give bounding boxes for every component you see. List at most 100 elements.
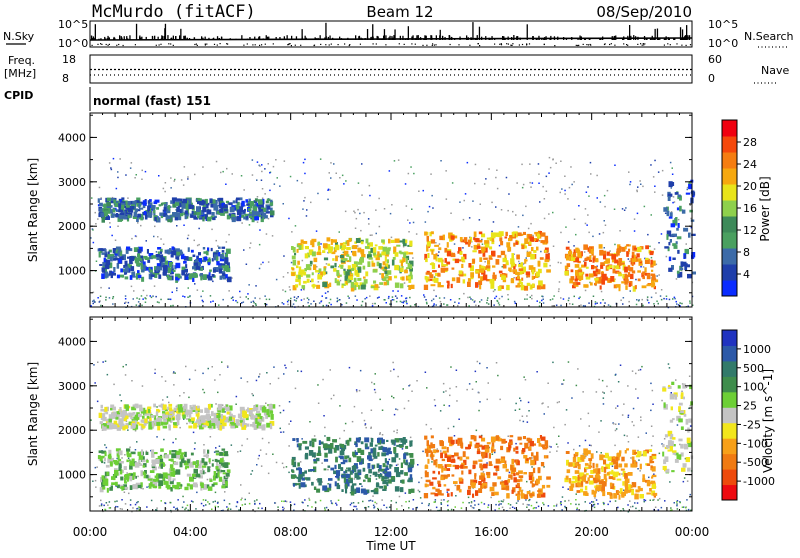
feature-pixel [245, 199, 248, 203]
nsearch-point [108, 45, 109, 46]
feature-pixel [316, 285, 320, 289]
scatter-pixel [286, 466, 288, 468]
feature-pixel [172, 414, 174, 417]
feature-pixel [218, 247, 221, 249]
scatter-pixel [400, 301, 402, 303]
ground-scatter-pixel [444, 297, 446, 299]
scatter-pixel [97, 401, 99, 403]
scatter-pixel [277, 177, 279, 179]
nsky-bar [481, 37, 482, 40]
feature-pixel [203, 251, 206, 254]
scatter-pixel [397, 429, 399, 431]
scatter-pixel [573, 245, 575, 247]
scatter-pixel [259, 165, 261, 167]
scatter-pixel [532, 235, 534, 237]
feature-pixel [148, 409, 150, 413]
ground-scatter-pixel [195, 508, 197, 510]
scatter-pixel [132, 507, 134, 509]
scatter-pixel [264, 193, 266, 195]
scatter-pixel [448, 428, 450, 430]
ground-scatter-pixel [685, 507, 687, 509]
scatter-pixel [99, 505, 101, 507]
feature-pixel [499, 237, 502, 241]
feature-pixel [619, 286, 621, 291]
feature-pixel [523, 232, 526, 235]
feature-pixel [645, 258, 649, 260]
scatter-pixel [449, 405, 451, 407]
feature-pixel [150, 470, 155, 473]
feature-pixel [115, 482, 118, 486]
nsearch-point [640, 43, 641, 44]
ground-scatter-pixel [596, 303, 598, 305]
scatter-pixel [677, 508, 679, 510]
scatter-pixel [308, 498, 310, 500]
scatter-pixel [463, 219, 465, 221]
scatter-pixel [214, 379, 216, 381]
feature-pixel [164, 207, 167, 211]
scatter-pixel [431, 461, 433, 463]
feature-pixel [371, 261, 373, 264]
feature-pixel [343, 258, 348, 261]
feature-pixel [532, 283, 535, 287]
feature-pixel [683, 228, 688, 232]
nsearch-point [623, 43, 624, 44]
ground-scatter-pixel [210, 301, 212, 303]
nsearch-point [360, 44, 361, 45]
scatter-pixel [485, 178, 487, 180]
nsearch-point [415, 44, 416, 45]
scatter-pixel [596, 451, 598, 453]
scatter-pixel [669, 481, 671, 483]
scatter-pixel [628, 171, 630, 173]
feature-pixel [359, 477, 361, 480]
feature-pixel [153, 404, 156, 408]
feature-pixel [209, 270, 212, 272]
feature-pixel [184, 404, 188, 409]
scatter-pixel [352, 421, 354, 423]
scatter-pixel [560, 161, 562, 163]
nsearch-point [252, 44, 253, 45]
scatter-pixel [647, 234, 649, 236]
feature-pixel [427, 236, 430, 242]
nsearch-point [510, 45, 511, 46]
feature-pixel [211, 423, 215, 426]
scatter-pixel [240, 484, 242, 486]
scatter-pixel [615, 374, 617, 376]
feature-pixel [195, 274, 198, 277]
feature-pixel [444, 248, 447, 253]
feature-pixel [427, 253, 429, 258]
scatter-pixel [600, 201, 602, 203]
feature-pixel [682, 210, 686, 214]
ground-scatter-pixel [337, 301, 339, 303]
feature-pixel [203, 274, 207, 280]
feature-pixel [334, 465, 336, 469]
feature-pixel [178, 274, 181, 279]
scatter-pixel [440, 301, 442, 303]
feature-pixel [621, 281, 625, 283]
ground-scatter-pixel [637, 502, 639, 504]
scatter-pixel [650, 410, 652, 412]
ground-scatter-pixel [106, 502, 108, 504]
feature-pixel [338, 464, 341, 469]
scatter-pixel [349, 367, 351, 369]
feature-pixel [175, 485, 180, 489]
feature-pixel [313, 264, 316, 270]
nsky-bar [107, 38, 108, 40]
scatter-pixel [207, 479, 209, 481]
feature-pixel [305, 253, 309, 258]
ground-scatter-pixel [627, 504, 629, 506]
ground-scatter-pixel [165, 503, 167, 505]
scatter-pixel [568, 488, 570, 490]
scatter-pixel [519, 398, 521, 400]
nsearch-point [511, 45, 512, 46]
feature-pixel [632, 252, 635, 256]
feature-pixel [344, 456, 347, 460]
nsky-bar [180, 29, 181, 40]
nsearch-point [261, 44, 262, 45]
ground-scatter-pixel [508, 503, 510, 505]
ground-scatter-pixel [217, 502, 219, 504]
scatter-pixel [426, 387, 428, 389]
scatter-pixel [454, 435, 456, 437]
scatter-pixel [272, 235, 274, 237]
nsearch-point [667, 43, 668, 44]
scatter-pixel [165, 380, 167, 382]
